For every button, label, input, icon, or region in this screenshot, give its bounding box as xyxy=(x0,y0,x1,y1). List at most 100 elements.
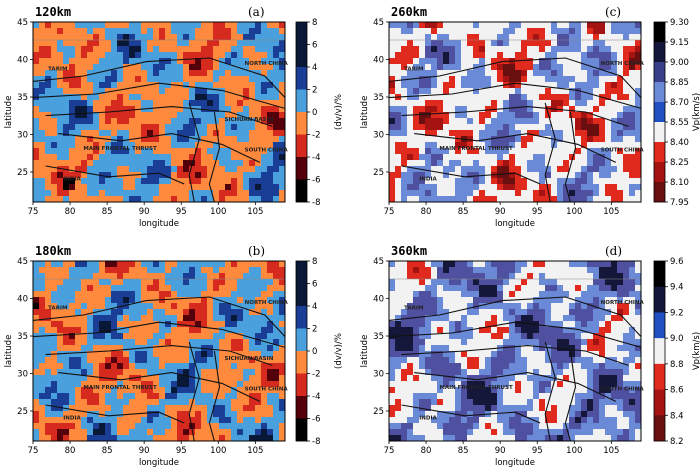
heat-cell xyxy=(141,351,148,358)
heat-cell xyxy=(189,321,196,328)
heat-cell xyxy=(267,309,274,316)
heat-cell xyxy=(443,190,450,197)
heat-cell xyxy=(225,130,232,137)
heat-cell xyxy=(153,351,160,358)
heat-cell xyxy=(279,387,285,394)
heat-cell xyxy=(389,327,396,334)
heat-cell xyxy=(255,46,262,53)
heat-cell xyxy=(171,297,178,304)
heat-cell xyxy=(177,375,184,382)
heat-cell xyxy=(527,297,534,304)
heat-cell xyxy=(401,327,408,334)
heat-cell xyxy=(177,22,184,29)
heat-cell xyxy=(231,52,238,59)
heat-cell xyxy=(81,46,88,53)
heat-cell xyxy=(635,142,641,149)
heat-cell xyxy=(389,345,396,352)
heat-cell xyxy=(141,279,148,286)
heat-cell xyxy=(51,291,58,298)
heat-cell xyxy=(503,339,510,346)
heat-cell xyxy=(105,70,112,77)
heat-cell xyxy=(51,435,58,441)
heat-cell xyxy=(177,387,184,394)
heat-cell xyxy=(183,327,190,334)
heat-cell xyxy=(419,76,426,83)
heat-cell xyxy=(243,196,250,202)
heat-cell xyxy=(81,273,88,280)
heat-cell xyxy=(255,154,262,161)
heat-cell xyxy=(473,34,480,41)
heat-cell xyxy=(135,100,142,107)
heat-cell xyxy=(389,58,396,65)
heat-cell xyxy=(63,351,70,358)
heat-cell xyxy=(201,297,208,304)
heat-cell xyxy=(587,148,594,155)
heat-cell xyxy=(255,375,262,382)
heat-cell xyxy=(45,423,52,430)
heat-cell xyxy=(587,130,594,137)
heat-cell xyxy=(261,82,268,89)
heat-cell xyxy=(213,76,220,83)
heat-cell xyxy=(117,357,124,364)
heat-cell xyxy=(243,297,250,304)
heat-cell xyxy=(497,88,504,95)
heat-cell xyxy=(195,405,202,412)
heat-cell xyxy=(491,148,498,155)
heat-cell xyxy=(57,106,64,113)
heat-cell xyxy=(39,297,46,304)
heat-cell xyxy=(237,184,244,191)
heat-cell xyxy=(479,303,486,310)
heat-cell xyxy=(147,64,154,71)
heat-cell xyxy=(213,136,220,143)
heat-cell xyxy=(593,94,600,101)
heat-cell xyxy=(111,82,118,89)
heat-cell xyxy=(521,88,528,95)
heat-cell xyxy=(249,106,256,113)
heat-cell xyxy=(389,28,396,35)
heat-cell xyxy=(557,160,564,167)
heat-cell xyxy=(135,70,142,77)
heat-cell xyxy=(129,429,136,436)
heat-cell xyxy=(93,435,100,441)
heat-cell xyxy=(93,100,100,107)
heat-cell xyxy=(599,178,606,185)
heat-cell xyxy=(497,357,504,364)
heat-cell xyxy=(479,297,486,304)
heat-cell xyxy=(51,130,58,137)
heat-cell xyxy=(129,112,136,119)
heat-cell xyxy=(617,88,624,95)
heat-cell xyxy=(93,327,100,334)
heat-cell xyxy=(33,411,40,418)
fault-line xyxy=(544,102,556,202)
heat-cell xyxy=(509,178,516,185)
heat-cell xyxy=(171,106,178,113)
heat-cell xyxy=(99,327,106,334)
heat-cell xyxy=(635,76,641,83)
heat-cell xyxy=(473,387,480,394)
heat-cell xyxy=(497,184,504,191)
heat-cell xyxy=(99,166,106,173)
heat-cell xyxy=(33,423,40,430)
heat-cell xyxy=(605,393,612,400)
heat-cell xyxy=(81,363,88,370)
heat-cell xyxy=(455,40,462,47)
heat-cell xyxy=(231,28,238,35)
heat-cell xyxy=(431,58,438,65)
heat-cell xyxy=(623,28,630,35)
heat-cell xyxy=(33,160,40,167)
heat-cell xyxy=(111,100,118,107)
heat-cell xyxy=(237,100,244,107)
heat-cell xyxy=(39,100,46,107)
heat-cell xyxy=(165,112,172,119)
heat-cell xyxy=(605,130,612,137)
heat-cell xyxy=(491,315,498,322)
heat-cell xyxy=(461,297,468,304)
heat-cell xyxy=(39,435,46,441)
heat-cell xyxy=(407,58,414,65)
heat-cell xyxy=(123,58,130,65)
heat-cell xyxy=(183,399,190,406)
heat-cell xyxy=(401,124,408,131)
heat-cell xyxy=(557,190,564,197)
heat-cell xyxy=(63,327,70,334)
heat-cell xyxy=(581,112,588,119)
